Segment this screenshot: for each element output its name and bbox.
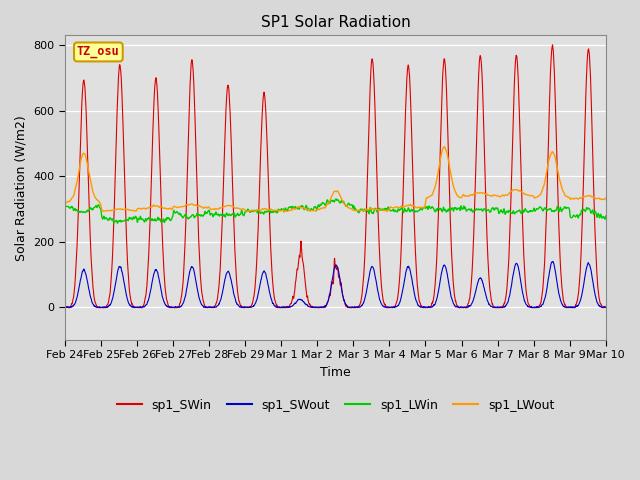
- sp1_LWin: [602, 216, 609, 222]
- sp1_SWout: [61, 304, 69, 310]
- Y-axis label: Solar Radiation (W/m2): Solar Radiation (W/m2): [15, 115, 28, 261]
- sp1_SWout: [158, 293, 166, 299]
- sp1_SWin: [456, 304, 464, 310]
- sp1_SWout: [549, 259, 557, 264]
- sp1_LWout: [427, 193, 435, 199]
- sp1_LWout: [602, 196, 609, 202]
- sp1_SWout: [427, 304, 435, 310]
- sp1_LWin: [427, 205, 435, 211]
- sp1_SWin: [316, 305, 323, 311]
- sp1_SWin: [462, 305, 470, 311]
- sp1_SWout: [487, 303, 495, 309]
- sp1_LWout: [61, 199, 69, 205]
- sp1_LWin: [332, 196, 340, 202]
- sp1_LWout: [602, 195, 609, 201]
- sp1_LWin: [61, 205, 69, 211]
- sp1_SWout: [456, 304, 464, 310]
- sp1_LWout: [440, 144, 448, 150]
- Title: SP1 Solar Radiation: SP1 Solar Radiation: [260, 15, 410, 30]
- sp1_SWout: [602, 304, 609, 310]
- sp1_LWout: [488, 193, 495, 199]
- sp1_SWin: [602, 305, 609, 311]
- sp1_LWout: [316, 207, 323, 213]
- Legend: sp1_SWin, sp1_SWout, sp1_LWin, sp1_LWout: sp1_SWin, sp1_SWout, sp1_LWin, sp1_LWout: [111, 394, 559, 417]
- sp1_LWout: [100, 209, 108, 215]
- Line: sp1_LWout: sp1_LWout: [65, 147, 605, 212]
- sp1_SWin: [158, 232, 166, 238]
- Line: sp1_LWin: sp1_LWin: [65, 199, 605, 223]
- Text: TZ_osu: TZ_osu: [77, 46, 120, 59]
- sp1_LWin: [457, 204, 465, 210]
- sp1_SWin: [602, 304, 609, 310]
- X-axis label: Time: Time: [320, 366, 351, 379]
- sp1_LWin: [316, 204, 323, 210]
- sp1_LWin: [159, 219, 166, 225]
- sp1_SWin: [548, 42, 556, 48]
- sp1_SWin: [427, 304, 435, 310]
- sp1_LWin: [488, 207, 495, 213]
- Line: sp1_SWin: sp1_SWin: [65, 45, 605, 308]
- Line: sp1_SWout: sp1_SWout: [65, 262, 605, 308]
- sp1_SWin: [61, 305, 69, 311]
- sp1_SWout: [571, 305, 579, 311]
- sp1_LWin: [113, 220, 121, 226]
- sp1_LWout: [159, 204, 166, 210]
- sp1_LWout: [457, 195, 465, 201]
- sp1_SWin: [487, 297, 495, 303]
- sp1_LWin: [602, 213, 609, 219]
- sp1_SWout: [602, 304, 609, 310]
- sp1_SWout: [316, 304, 323, 310]
